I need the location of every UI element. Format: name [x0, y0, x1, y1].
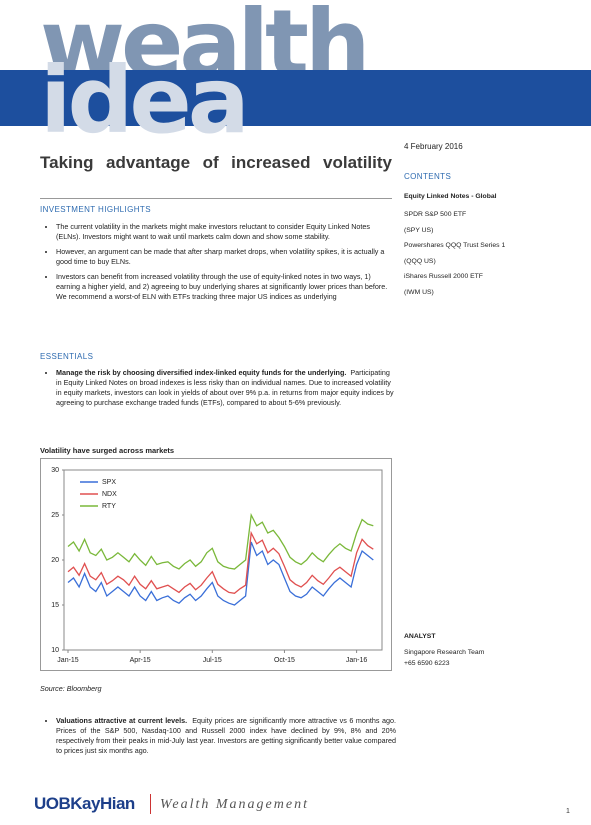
legend-label: RTY	[102, 503, 116, 510]
line-series	[67, 541, 374, 606]
footer-divider	[150, 794, 151, 814]
x-tick-label: Oct-15	[274, 657, 295, 664]
essential-bold: Manage the risk by choosing diversified …	[56, 368, 347, 377]
highlight-item: However, an argument can be made that af…	[56, 247, 396, 267]
essential-text: Equity prices are significantly more att…	[56, 716, 397, 755]
contents-item: iShares Russell 2000 ETF	[404, 273, 483, 280]
essentials-list: Valuations attractive at current levels.…	[42, 716, 396, 761]
chart: 10 15 20 25 30 Jan-15 Apr-15 Jul-15 Oct-15 Jan-16…	[40, 458, 392, 671]
section-heading: INVESTMENT HIGHLIGHTS	[40, 205, 151, 214]
highlight-item: The current volatility in the markets mi…	[56, 222, 396, 242]
line-series	[67, 512, 374, 570]
line-series	[67, 530, 374, 594]
logo-bottom: idea	[40, 47, 250, 154]
highlight-item: Investors can benefit from increased vol…	[56, 272, 396, 302]
analyst-name: Singapore Research Team	[404, 649, 485, 656]
header-band	[0, 70, 591, 126]
contents-heading: CONTENTS	[404, 172, 452, 181]
title: Taking advantage of increased volatility	[40, 153, 392, 172]
section-heading: ESSENTIALS	[40, 352, 94, 361]
legend-label: SPX	[102, 479, 116, 486]
y-tick-label: 30	[51, 467, 59, 474]
x-tick-label: Jan-15	[57, 657, 79, 664]
essential-item: Valuations attractive at current levels.…	[56, 716, 396, 756]
essentials-list: Manage the risk by choosing diversified …	[42, 368, 396, 413]
y-tick-label: 10	[51, 647, 59, 654]
contents-item: (SPY US)	[404, 226, 434, 234]
x-tick-label: Jul-15	[203, 657, 222, 664]
essential-item: Manage the risk by choosing diversified …	[56, 368, 396, 408]
chart-frame	[40, 458, 392, 671]
footer-brand: UOBKayHian	[34, 794, 135, 813]
legend-label: NDX	[102, 491, 117, 498]
x-tick-label: Apr-15	[130, 657, 151, 664]
date: 4 February 2016	[404, 142, 463, 151]
x-tick-label: Jan-16	[346, 657, 368, 664]
contents-title: Equity Linked Notes - Global	[404, 193, 497, 200]
chart-title: Volatility have surged across markets	[40, 446, 175, 455]
chart-source: Source: Bloomberg	[40, 684, 102, 693]
contents-item: (QQQ US)	[404, 257, 436, 265]
title-rule	[40, 198, 392, 199]
contents-item: Powershares QQQ Trust Series 1	[404, 242, 506, 249]
y-tick-label: 20	[51, 557, 59, 564]
y-tick-label: 15	[51, 602, 59, 609]
footer-division: Wealth Management	[160, 797, 309, 812]
analyst-phone: +65 6590 6223	[404, 660, 450, 667]
highlight-list: The current volatility in the markets mi…	[42, 222, 396, 307]
page-number: 1	[566, 808, 570, 815]
analyst-heading: ANALYST	[404, 633, 436, 640]
contents-item: SPDR S&P 500 ETF	[404, 211, 467, 218]
contents-list: SPDR S&P 500 ETF (SPY US) Powershares QQQ …	[404, 210, 505, 303]
essential-text: Participating in Equity Linked Notes on …	[56, 368, 394, 407]
contents-item: (IWM US)	[404, 288, 434, 296]
y-tick-label: 25	[51, 512, 59, 519]
essential-bold: Valuations attractive at current levels.	[56, 716, 188, 725]
